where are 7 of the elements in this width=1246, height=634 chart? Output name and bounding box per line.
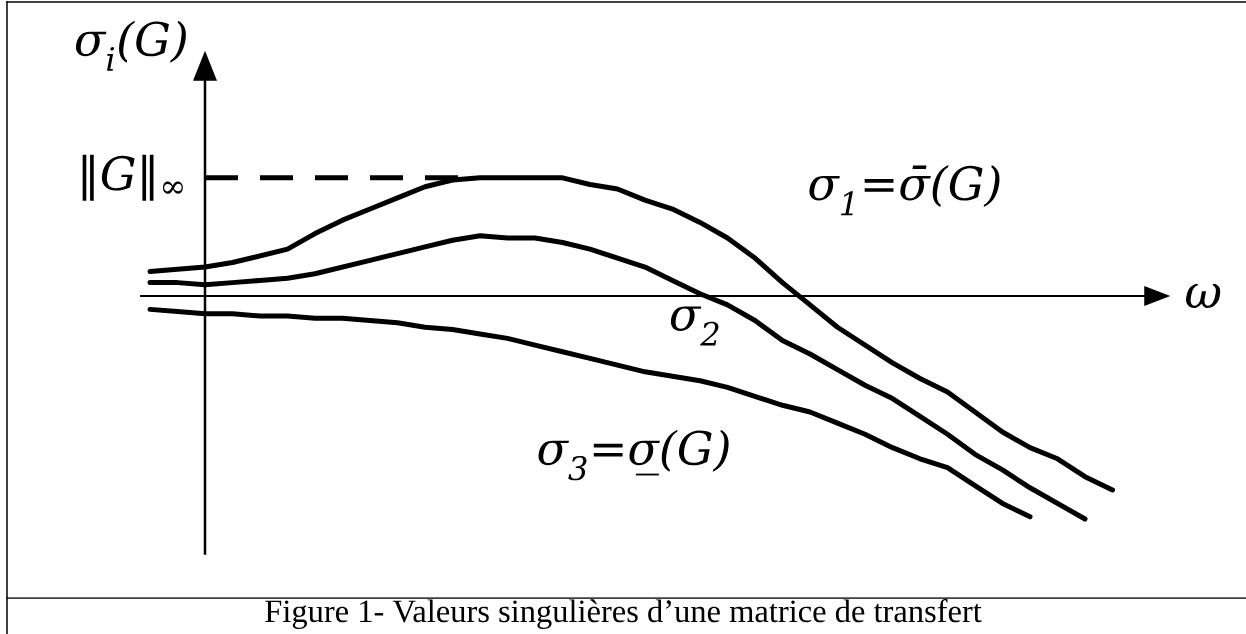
ref-line-label: ‖G‖$_{∞}$ [82, 154, 183, 201]
x-axis-title: ω [1185, 283, 1221, 309]
series-label: σ$_{2}$ [670, 306, 719, 346]
caption: Figure 1- Valeurs singulières d’une matrice de transfert [265, 599, 982, 629]
y-axis-title: σ$_{i}$(G) [75, 20, 186, 71]
series-label: σ$_{1}$=σ̄(G) [809, 164, 1000, 216]
series-label: σ$_{3}$=σ̲(G) [538, 429, 729, 481]
